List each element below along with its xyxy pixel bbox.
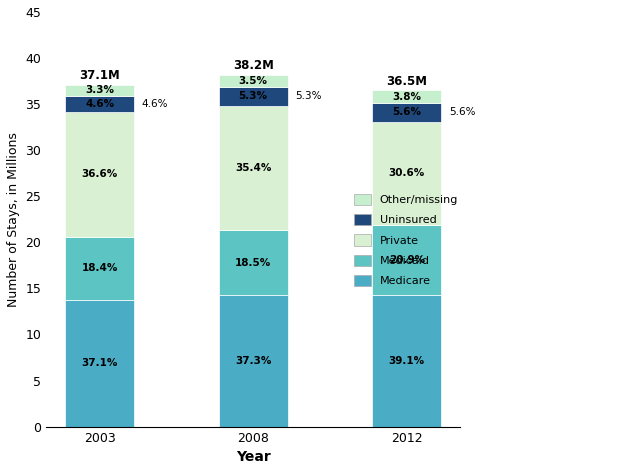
Bar [219, 230, 288, 295]
Bar [65, 237, 134, 300]
Text: 30.6%: 30.6% [389, 168, 425, 179]
Bar [372, 295, 442, 427]
Legend: Other/missing, Uninsured, Private, Medicaid, Medicare: Other/missing, Uninsured, Private, Medic… [350, 189, 463, 291]
Bar [65, 112, 134, 237]
Text: 4.6%: 4.6% [142, 99, 168, 109]
Y-axis label: Number of Stays, in Millions: Number of Stays, in Millions [7, 132, 20, 307]
Text: 36.6%: 36.6% [82, 169, 118, 179]
Bar [65, 85, 134, 96]
Text: 5.3%: 5.3% [238, 91, 268, 101]
X-axis label: Year: Year [236, 450, 270, 464]
Text: 37.1M: 37.1M [79, 69, 120, 82]
Text: 3.3%: 3.3% [85, 85, 114, 96]
Bar [372, 90, 442, 103]
Text: 37.3%: 37.3% [235, 356, 272, 366]
Bar [65, 96, 134, 112]
Text: 18.4%: 18.4% [81, 263, 118, 273]
Bar [65, 300, 134, 427]
Text: 35.4%: 35.4% [235, 163, 272, 173]
Text: 5.6%: 5.6% [449, 107, 475, 117]
Text: 5.3%: 5.3% [295, 91, 322, 101]
Text: 20.9%: 20.9% [389, 255, 425, 265]
Bar [219, 74, 288, 87]
Bar [219, 295, 288, 427]
Bar [219, 106, 288, 230]
Text: 36.5M: 36.5M [386, 74, 427, 88]
Text: 3.5%: 3.5% [238, 76, 268, 86]
Text: 3.8%: 3.8% [392, 92, 421, 102]
Text: 38.2M: 38.2M [233, 59, 273, 72]
Bar [219, 87, 288, 106]
Text: 37.1%: 37.1% [81, 358, 118, 368]
Bar [372, 103, 442, 122]
Text: 39.1%: 39.1% [389, 356, 425, 366]
Text: 18.5%: 18.5% [235, 258, 272, 268]
Bar [372, 122, 442, 225]
Bar [372, 225, 442, 295]
Text: 4.6%: 4.6% [85, 99, 114, 109]
Text: 5.6%: 5.6% [392, 107, 421, 117]
